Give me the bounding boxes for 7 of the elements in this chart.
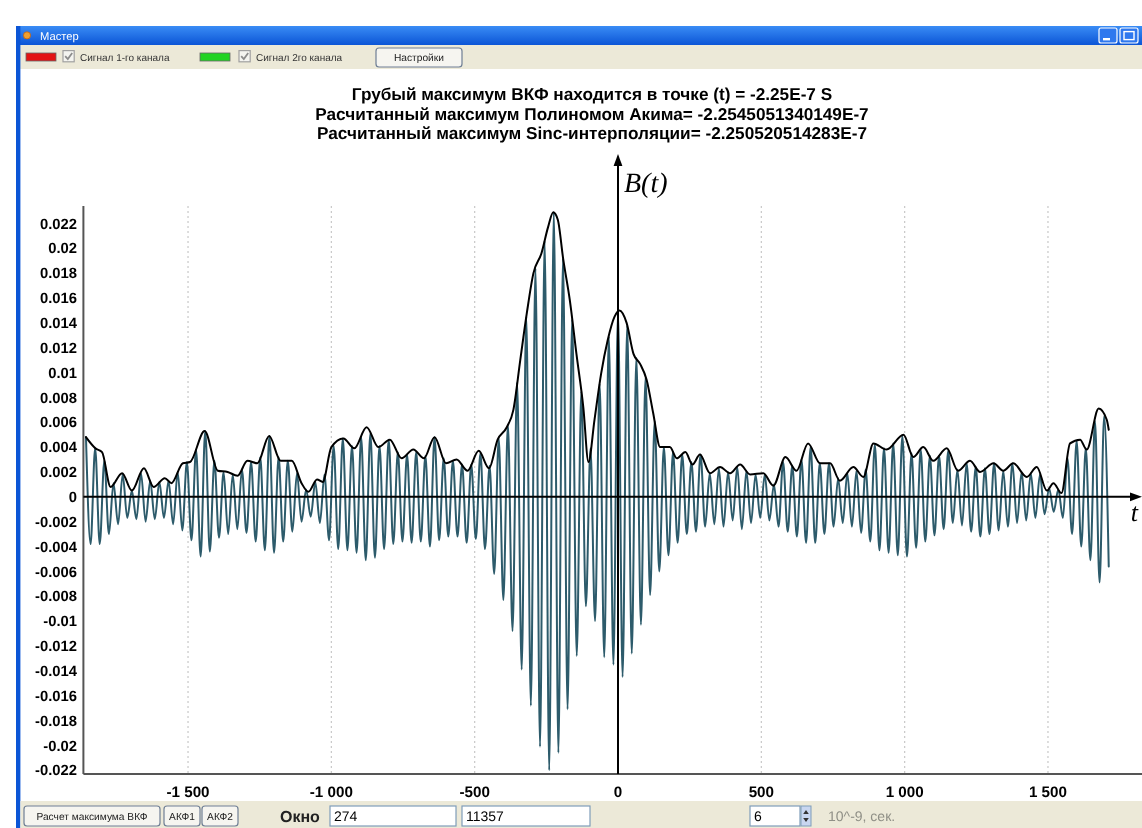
line-series bbox=[84, 211, 1110, 495]
chart-title: Грубый максимум ВКФ находится в точке (t) = -2.25E-7 S bbox=[351, 84, 833, 104]
x-axis-title: t bbox=[1130, 496, 1139, 527]
line-series bbox=[84, 211, 1110, 772]
text: Окно bbox=[280, 808, 321, 826]
chart-subtitle: Расчитанный максимум Полиномом Акима= -2.2545051340149E-7 Расчитанный максимум Sinc-интерполяции= -2.250520514283E-7 bbox=[315, 104, 870, 144]
y-axis-title: B(t) bbox=[624, 170, 669, 200]
